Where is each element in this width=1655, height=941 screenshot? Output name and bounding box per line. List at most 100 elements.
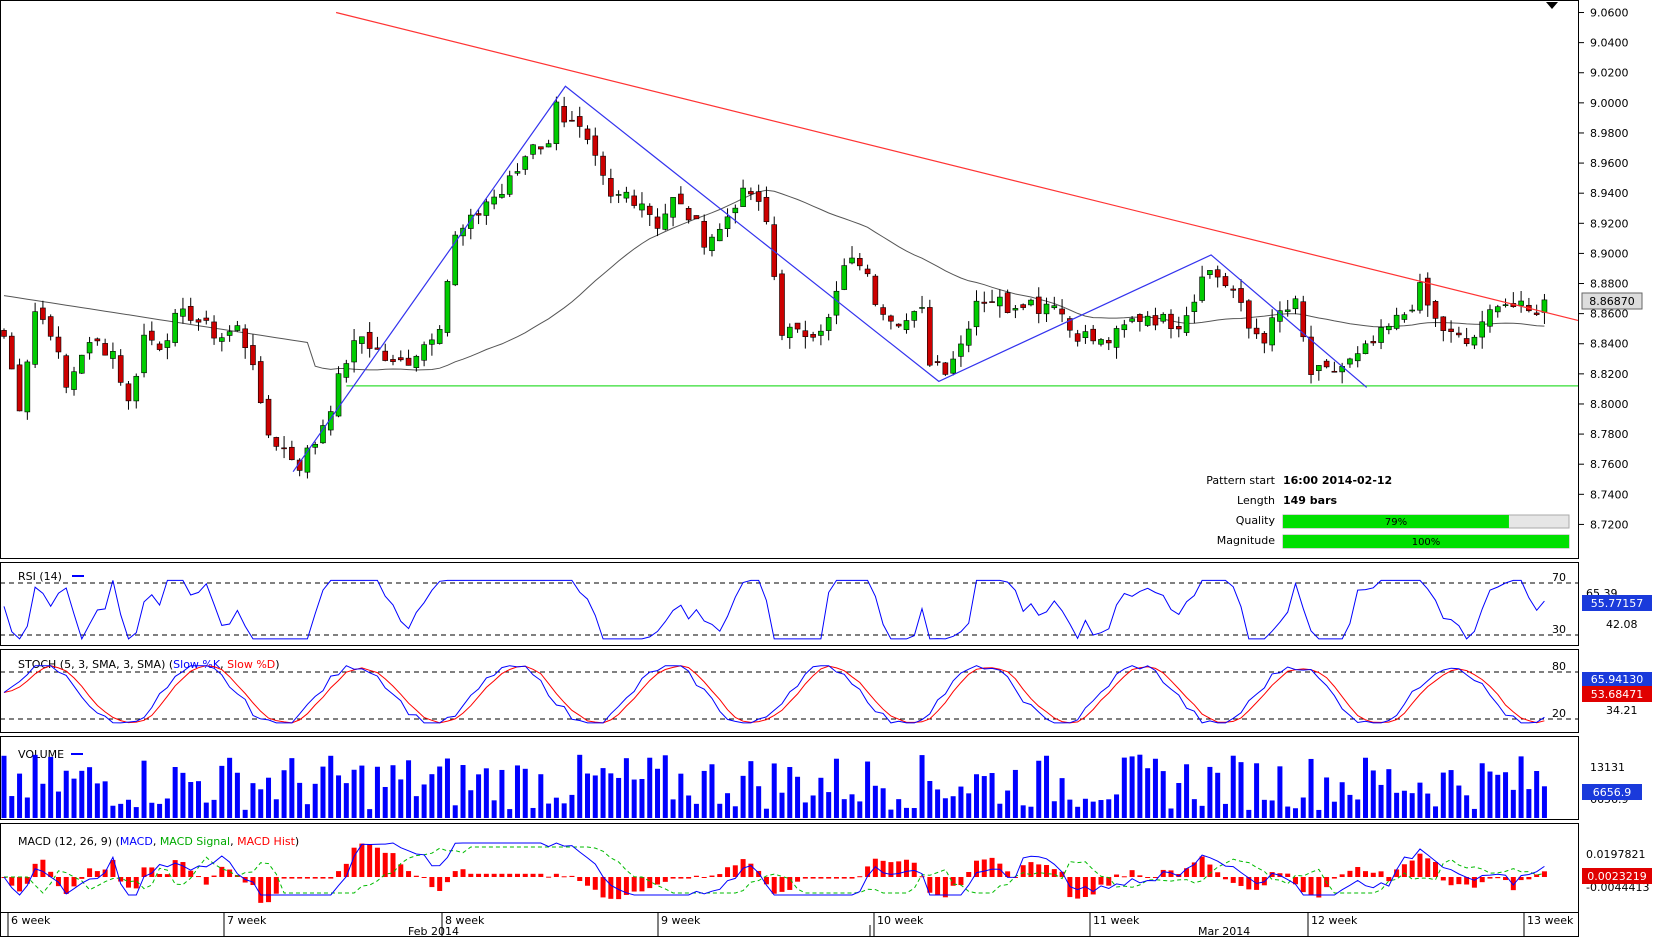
volume-bar bbox=[55, 791, 61, 818]
macd-hist-bar bbox=[1160, 869, 1166, 877]
price-tick-label: 8.8200 bbox=[1590, 368, 1629, 381]
length-label: Length bbox=[1237, 494, 1275, 507]
volume-bar bbox=[1, 755, 7, 818]
macd-hist-bar bbox=[670, 877, 676, 879]
candle bbox=[1362, 340, 1369, 355]
macd-hist-bar bbox=[48, 871, 54, 877]
macd-hist-bar bbox=[437, 877, 443, 891]
candle bbox=[538, 146, 544, 155]
candle bbox=[413, 354, 420, 372]
volume-bar bbox=[919, 755, 925, 818]
volume-bar bbox=[483, 768, 489, 818]
chart-menu-icon[interactable] bbox=[1546, 2, 1558, 9]
volume-bar bbox=[1051, 801, 1057, 818]
macd-hist-bar bbox=[585, 877, 590, 886]
volume-bar bbox=[87, 767, 93, 818]
candle bbox=[631, 189, 637, 209]
rsi-line bbox=[3, 579, 1545, 641]
candle bbox=[989, 289, 995, 303]
volume-bar bbox=[1347, 794, 1353, 818]
volume-bar bbox=[336, 775, 342, 818]
candle bbox=[530, 143, 536, 160]
macd-hist-bar bbox=[1075, 877, 1081, 899]
candle bbox=[195, 318, 202, 331]
candle bbox=[47, 314, 54, 341]
macd-hist-bar bbox=[133, 877, 139, 889]
stoch-level-high: 80 bbox=[1552, 660, 1566, 673]
macd-hist-bar bbox=[1526, 877, 1532, 880]
price-tick-label: 8.9000 bbox=[1590, 247, 1629, 260]
candle bbox=[1043, 297, 1050, 322]
macd-hist-bar bbox=[1191, 862, 1197, 877]
volume-bar bbox=[911, 808, 917, 818]
volume-label: VOLUME bbox=[18, 748, 64, 761]
month-label-feb: Feb 2014 bbox=[408, 925, 459, 937]
macd-hist-bar bbox=[888, 862, 894, 877]
macd-hist-bar bbox=[1440, 877, 1446, 881]
macd-hist-bar bbox=[849, 877, 855, 879]
macd-hist-bar bbox=[1448, 877, 1454, 886]
macd-hist-bar bbox=[1269, 872, 1275, 877]
volume-bar bbox=[577, 754, 583, 818]
macd-hist-bar bbox=[833, 877, 839, 879]
candle bbox=[856, 252, 863, 271]
candle bbox=[1059, 299, 1065, 323]
candle bbox=[1214, 265, 1221, 288]
volume-bar bbox=[942, 798, 948, 818]
time-axis: 6 week 7 week 8 week 9 week 10 week 11 w… bbox=[7, 913, 1574, 938]
volume-bar bbox=[219, 765, 225, 818]
macd-hist-bar bbox=[1370, 872, 1376, 877]
candle bbox=[1308, 325, 1314, 384]
volume-bar bbox=[164, 798, 170, 818]
magnitude-value: 100% bbox=[1412, 537, 1441, 548]
macd-hist-bar bbox=[164, 874, 170, 877]
macd-hist-bar bbox=[662, 877, 668, 882]
price-tick-label: 8.7200 bbox=[1590, 518, 1629, 531]
candle bbox=[1471, 334, 1478, 350]
candle bbox=[1183, 306, 1190, 336]
week-label-9: 9 week bbox=[661, 914, 701, 927]
macd-hist-bar bbox=[802, 877, 808, 879]
volume-bar bbox=[1176, 783, 1182, 818]
volume-bar bbox=[499, 769, 505, 818]
candle bbox=[569, 111, 575, 122]
macd-hist-bar bbox=[756, 870, 762, 877]
macd-hist-bar bbox=[1145, 877, 1151, 878]
candle bbox=[1386, 323, 1392, 335]
volume-bar bbox=[266, 777, 272, 818]
candle bbox=[1028, 298, 1034, 307]
macd-hist-bar bbox=[1331, 877, 1337, 879]
macd-hist-bar bbox=[748, 863, 754, 877]
price-axis: 9.0600 9.0400 9.0200 9.0000 8.9800 8.9600 8.94… bbox=[1578, 7, 1629, 531]
macd-hist-bar bbox=[1285, 873, 1291, 877]
volume-bar bbox=[63, 770, 69, 818]
volume-bar bbox=[1471, 808, 1477, 818]
macd-hist-bar bbox=[452, 871, 458, 877]
week-label-8: 8 week bbox=[445, 914, 485, 927]
macd-hist-bar bbox=[468, 873, 474, 877]
stoch-label: STOCH (5, 3, SMA, 3, SMA) (Slow %K, Slow… bbox=[18, 658, 280, 671]
candle bbox=[1105, 337, 1112, 351]
macd-tick-label: 0.0197821 bbox=[1586, 848, 1646, 861]
volume-bar bbox=[1067, 799, 1073, 818]
volume-bar bbox=[670, 799, 676, 818]
candle bbox=[1074, 329, 1081, 347]
candle bbox=[327, 405, 334, 436]
macd-hist-bar bbox=[110, 859, 116, 877]
volume-bar bbox=[250, 783, 256, 818]
candle bbox=[1090, 324, 1096, 345]
volume-bar bbox=[756, 786, 762, 818]
macd-hist-bar bbox=[1184, 868, 1190, 877]
volume-bar bbox=[1191, 799, 1197, 818]
volume-bar bbox=[1386, 769, 1392, 818]
macd-hist-bar bbox=[351, 847, 357, 877]
macd-hist-bar bbox=[795, 877, 801, 882]
volume-bar bbox=[1534, 771, 1540, 818]
candle bbox=[740, 179, 746, 207]
volume-bar bbox=[1440, 772, 1446, 818]
macd-hist-bar bbox=[1230, 877, 1236, 883]
volume-bar bbox=[1292, 808, 1298, 818]
volume-bar bbox=[896, 799, 902, 818]
volume-bar bbox=[1261, 799, 1267, 818]
